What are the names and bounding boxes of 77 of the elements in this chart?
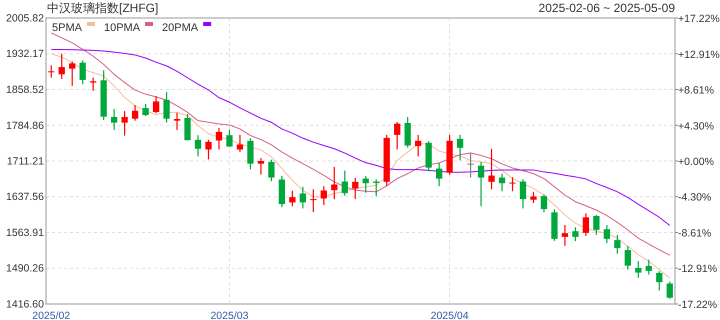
candlestick [48,64,54,78]
legend-label: 20PMA [162,22,199,34]
candlestick [614,234,620,254]
y-tick-label: 1416.60 [6,298,44,310]
y2-tick-label: +17.22% [678,13,720,25]
candlestick [362,175,369,194]
candlestick [142,103,149,117]
candlestick [456,134,464,161]
y2-tick-label: -17.22% [678,299,718,311]
candlestick [226,129,233,148]
y-tick-label: 1637.56 [6,191,44,204]
candlestick [289,190,296,207]
candlestick [582,212,590,236]
candlestick [604,224,610,244]
x-tick-label: 2025/03 [210,310,249,320]
candlestick [624,245,631,270]
y2-tick-label: -8.61% [678,228,712,240]
candlestick [436,162,442,187]
candlestick [152,96,160,114]
candlestick [69,60,76,87]
candlestick [478,161,484,207]
legend-label: 10PMA [104,22,141,34]
candlestick [520,178,526,209]
y2-tick-label: -4.30% [678,192,712,204]
y-tick-label: 1563.91 [6,227,44,239]
y-tick-label: 1932.17 [6,48,44,60]
y2-tick-label: +8.61% [678,84,714,96]
candlestick [194,134,202,158]
y-tick-label: 1490.26 [6,262,44,275]
candlestick [593,214,600,236]
candlestick [498,173,506,192]
candlestick [121,110,128,136]
candlestick [268,159,275,182]
candlestick [320,186,327,206]
candlestick [373,178,380,197]
candlestick [572,226,579,242]
candlestick [467,152,474,178]
candlestick [352,177,358,200]
candlestick [342,170,348,196]
candlestick [656,270,662,292]
legend-label: 5PMA [52,22,83,34]
candlestick [509,176,516,192]
candlestick [300,186,306,209]
candlestick [540,194,548,213]
candlestick [58,53,65,80]
candlestick [258,157,264,176]
chart-title: 中汉玻璃指数[ZHFG] [47,1,158,15]
x-tick-label: 2025/04 [430,310,469,320]
candlestick [163,92,170,124]
candlestick [404,116,411,148]
candlestick [646,259,652,276]
y2-tick-label: +12.91% [678,48,720,61]
candlestick [110,108,118,131]
candlestick [310,188,316,213]
candlestick [331,166,338,200]
chart-subtitle: 2025-02-06 ~ 2025-05-09 [538,1,676,15]
candlestick [80,60,86,85]
candlestick [666,280,673,300]
y2-tick-label: +4.30% [678,120,714,132]
candlestick [415,134,422,158]
y-tick-label: 1784.86 [6,120,44,132]
candlestick [488,148,495,190]
candlestick [562,224,568,246]
candlestick [247,138,254,170]
candlestick [635,260,642,278]
y2-tick-label: -12.91% [678,263,718,276]
candlestick [394,121,400,150]
candlestick [236,134,244,152]
x-tick-label: 2025/02 [32,310,70,320]
candlestick [216,127,222,150]
y-tick-label: 1858.52 [6,84,44,96]
y2-tick-label: +0.00% [678,156,714,168]
candlestick [205,139,212,160]
y-tick-label: 1711.21 [6,156,44,168]
y-tick-label: 2005.82 [6,12,44,24]
candlestick [184,113,191,142]
candlestick [132,104,138,122]
